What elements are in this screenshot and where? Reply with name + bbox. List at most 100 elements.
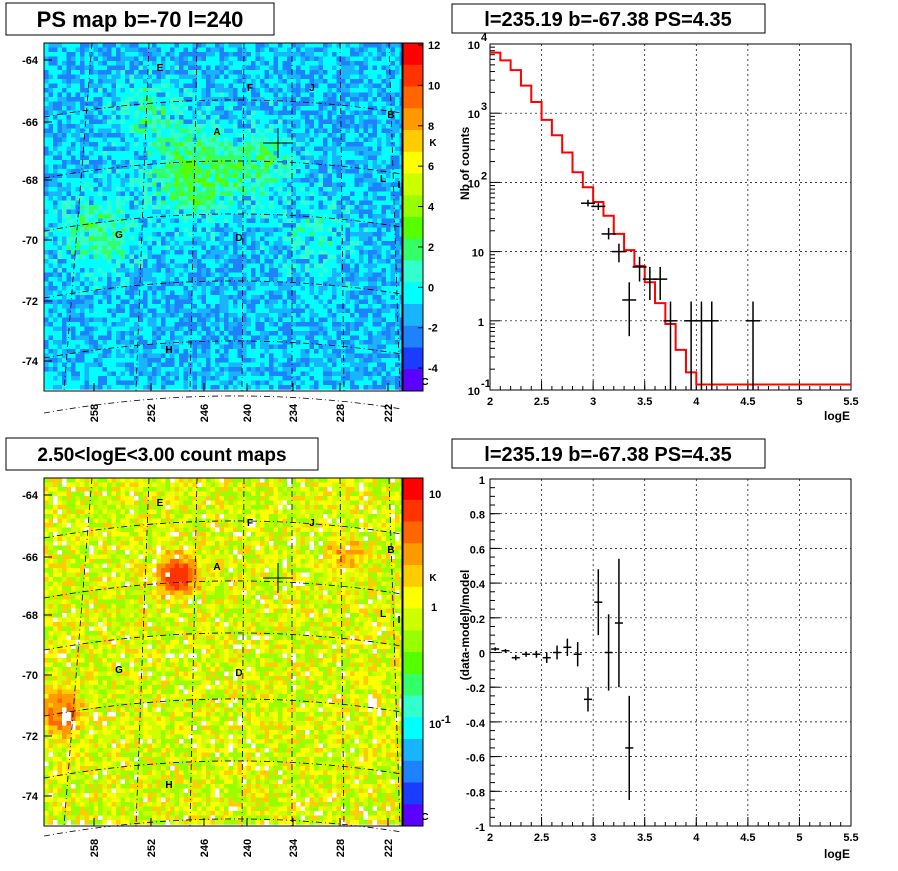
map-pixel (84, 277, 90, 282)
map-pixel (152, 254, 157, 260)
map-pixel (170, 79, 175, 84)
map-pixel (201, 241, 207, 246)
map-pixel (120, 47, 126, 53)
map-pixel (296, 353, 301, 359)
map-pixel (71, 70, 76, 75)
map-pixel (260, 133, 265, 138)
map-pixel (210, 182, 216, 188)
map-pixel (255, 362, 261, 368)
map-pixel (98, 142, 103, 147)
map-pixel (318, 151, 324, 156)
map-pixel (111, 200, 117, 206)
map-pixel (332, 308, 337, 314)
map-pixel (255, 187, 261, 192)
map-pixel (93, 196, 99, 201)
map-pixel (156, 47, 162, 53)
map-pixel (296, 182, 301, 188)
map-pixel (206, 272, 211, 278)
map-pixel (264, 322, 270, 327)
map-pixel (318, 133, 324, 138)
map-pixel (98, 335, 103, 341)
map-pixel (188, 227, 193, 233)
map-pixel (300, 376, 306, 381)
map-pixel (305, 110, 310, 116)
map-pixel (309, 173, 315, 179)
map-pixel (165, 232, 171, 237)
map-pixel (219, 169, 225, 174)
map-pixel (251, 83, 256, 89)
map-pixel (242, 124, 247, 129)
map-pixel (66, 101, 72, 107)
map-pixel (201, 259, 207, 264)
map-pixel (66, 286, 72, 291)
map-pixel (278, 146, 283, 152)
map-pixel (255, 376, 261, 381)
map-pixel (84, 241, 90, 246)
map-pixel (215, 362, 220, 368)
map-pixel (296, 173, 301, 179)
map-pixel (219, 371, 225, 377)
map-pixel (102, 281, 108, 287)
map-pixel (309, 380, 315, 386)
map-pixel (242, 128, 247, 134)
map-pixel (179, 353, 184, 359)
map-pixel (197, 232, 202, 237)
map-pixel (125, 286, 130, 291)
map-pixel (57, 47, 63, 53)
map-pixel (300, 97, 306, 102)
map-pixel (224, 182, 229, 188)
map-pixel (57, 367, 63, 372)
map-pixel (323, 110, 328, 116)
map-pixel (287, 146, 292, 152)
map-pixel (282, 263, 288, 269)
map-pixel (129, 385, 135, 390)
map-pixel (44, 268, 49, 273)
map-pixel (242, 322, 247, 327)
map-pixel (215, 317, 220, 323)
map-pixel (318, 326, 324, 332)
map-pixel (183, 272, 189, 278)
map-pixel (269, 380, 274, 386)
map-pixel (318, 344, 324, 350)
map-pixel (210, 344, 216, 350)
map-pixel (201, 200, 207, 206)
map-pixel (278, 56, 283, 62)
map-pixel (53, 74, 58, 80)
map-pixel (183, 232, 189, 237)
map-pixel (165, 263, 171, 269)
map-pixel (84, 205, 90, 210)
map-pixel (129, 173, 135, 179)
map-pixel (165, 61, 171, 66)
map-pixel (206, 146, 211, 152)
map-pixel (152, 268, 157, 273)
map-pixel (84, 385, 90, 390)
map-pixel (228, 335, 234, 341)
map-pixel (57, 205, 63, 210)
map-pixel (143, 218, 148, 224)
map-pixel (237, 380, 243, 386)
map-pixel (138, 322, 144, 327)
map-pixel (107, 83, 112, 89)
map-pixel (53, 268, 58, 273)
map-pixel (296, 65, 301, 71)
map-pixel (89, 268, 94, 273)
map-pixel (66, 137, 72, 143)
map-pixel (269, 106, 274, 111)
map-pixel (44, 56, 49, 62)
map-pixel (120, 151, 126, 156)
map-pixel (107, 227, 112, 233)
map-pixel (147, 254, 153, 260)
map-pixel (107, 299, 112, 305)
map-pixel (201, 218, 207, 224)
map-pixel (224, 299, 229, 305)
map-pixel (120, 259, 126, 264)
map-pixel (287, 376, 292, 381)
map-pixel (300, 146, 306, 152)
map-pixel (71, 173, 76, 179)
map-pixel (242, 110, 247, 116)
map-pixel (156, 205, 162, 210)
map-pixel (260, 169, 265, 174)
map-pixel (314, 367, 319, 372)
map-pixel (323, 169, 328, 174)
map-pixel (192, 142, 198, 147)
